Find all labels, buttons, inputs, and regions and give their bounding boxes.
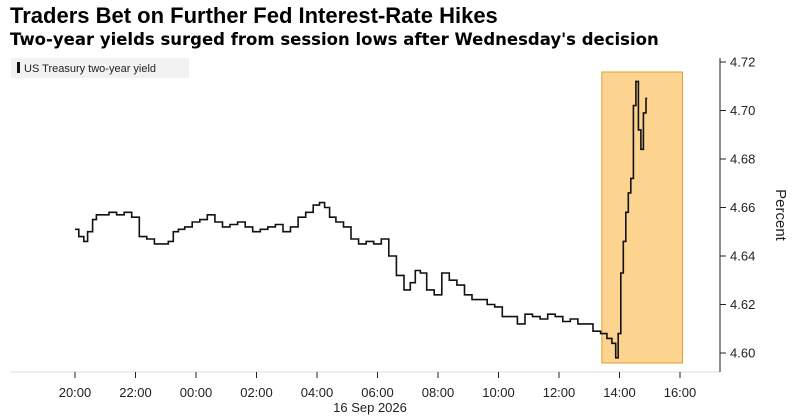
x-tick-label: 16:00	[664, 385, 697, 400]
chart-subtitle: Two-year yields surged from session lows…	[10, 30, 659, 49]
x-tick-label: 14:00	[603, 385, 636, 400]
y-tick-label: 4.62	[730, 297, 755, 312]
x-axis-ticks: 20:00 22:00 00:00 02:00 04:00 06:00 08:00 10:00…	[59, 372, 697, 400]
x-tick-label: 08:00	[422, 385, 455, 400]
x-tick-label: 04:00	[301, 385, 334, 400]
x-tick-label: 22:00	[119, 385, 152, 400]
legend-box	[11, 58, 189, 78]
x-tick-label: 10:00	[482, 385, 515, 400]
y-tick-label: 4.66	[730, 200, 755, 215]
y-tick-label: 4.72	[730, 55, 755, 70]
x-date-label: 16 Sep 2026	[333, 400, 407, 415]
x-tick-label: 02:00	[240, 385, 273, 400]
chart-title: Traders Bet on Further Fed Interest-Rate…	[10, 3, 498, 28]
y-tick-label: 4.60	[730, 346, 755, 361]
y-tick-label: 4.68	[730, 152, 755, 167]
highlight-band	[601, 71, 684, 364]
y-tick-label: 4.64	[730, 249, 755, 264]
x-tick-label: 00:00	[180, 385, 213, 400]
y-axis-ticks: 4.60 4.62 4.64 4.66 4.68 4.70 4.72	[720, 55, 755, 361]
x-tick-label: 20:00	[59, 385, 92, 400]
y-tick-label: 4.70	[730, 103, 755, 118]
x-tick-label: 06:00	[361, 385, 394, 400]
legend-entry-two-year-yield: US Treasury two-year yield	[24, 63, 156, 75]
y-axis-label: Percent	[772, 189, 789, 242]
x-tick-label: 12:00	[543, 385, 576, 400]
legend: US Treasury two-year yield	[11, 58, 189, 78]
legend-swatch	[17, 62, 20, 73]
series-line-two-year-yield	[75, 80, 648, 359]
